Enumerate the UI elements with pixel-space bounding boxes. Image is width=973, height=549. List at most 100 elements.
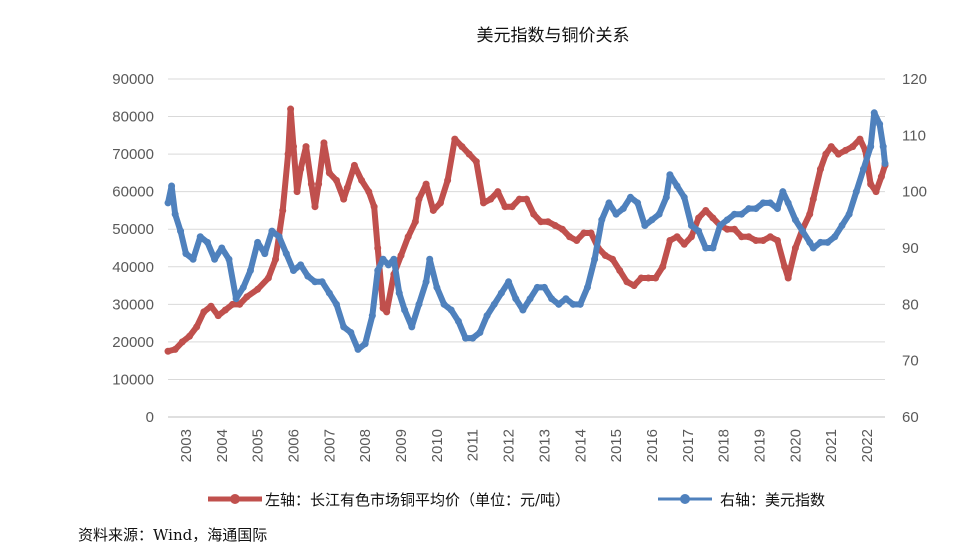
data-point bbox=[168, 182, 176, 190]
data-point bbox=[551, 221, 559, 229]
data-point bbox=[444, 176, 452, 184]
left-tick-label: 90000 bbox=[112, 71, 154, 88]
data-point bbox=[325, 169, 333, 177]
data-point bbox=[505, 278, 513, 286]
data-point bbox=[343, 184, 351, 192]
x-tick-label: 2018 bbox=[716, 429, 733, 462]
data-point bbox=[289, 267, 297, 275]
data-point bbox=[816, 238, 824, 246]
data-point bbox=[182, 250, 190, 258]
x-tick-label: 2005 bbox=[250, 429, 267, 462]
data-point bbox=[598, 216, 606, 224]
right-tick-label: 100 bbox=[902, 184, 927, 201]
grid-lines bbox=[168, 78, 885, 380]
data-point bbox=[791, 244, 799, 252]
data-point bbox=[311, 278, 319, 286]
series-line bbox=[165, 109, 888, 353]
x-tick-label: 2003 bbox=[178, 429, 195, 462]
data-point bbox=[856, 135, 864, 143]
data-point bbox=[673, 233, 681, 241]
data-point bbox=[374, 267, 382, 275]
data-point bbox=[576, 300, 584, 308]
x-tick-label: 2022 bbox=[859, 429, 876, 462]
data-point bbox=[229, 300, 237, 308]
data-point bbox=[379, 255, 387, 263]
right-axis-ticks: 60 70 80 90 100 110 120 bbox=[902, 71, 927, 426]
data-point bbox=[555, 300, 563, 308]
data-point bbox=[566, 233, 574, 241]
data-point bbox=[616, 267, 624, 275]
data-point bbox=[799, 227, 807, 235]
data-point bbox=[730, 225, 738, 233]
data-point bbox=[218, 244, 226, 252]
data-point bbox=[838, 221, 846, 229]
data-point bbox=[232, 295, 240, 303]
data-point bbox=[673, 182, 681, 190]
data-point bbox=[779, 188, 787, 196]
right-tick-label: 120 bbox=[902, 71, 927, 88]
data-point bbox=[548, 295, 556, 303]
data-point bbox=[171, 345, 179, 353]
right-tick-label: 60 bbox=[902, 409, 919, 426]
data-point bbox=[738, 210, 746, 218]
data-point bbox=[462, 334, 470, 342]
left-tick-label: 0 bbox=[146, 409, 154, 426]
data-point bbox=[440, 300, 448, 308]
data-point bbox=[612, 210, 620, 218]
data-point bbox=[164, 347, 172, 355]
data-point bbox=[469, 334, 477, 342]
left-tick-label: 10000 bbox=[112, 371, 154, 388]
data-point bbox=[709, 244, 717, 252]
data-point bbox=[415, 300, 423, 308]
data-point bbox=[558, 225, 566, 233]
data-point bbox=[879, 143, 887, 151]
data-point bbox=[666, 236, 674, 244]
data-point bbox=[476, 329, 484, 336]
data-point bbox=[272, 255, 280, 263]
data-point bbox=[723, 225, 731, 233]
data-point bbox=[512, 295, 520, 303]
data-point bbox=[508, 203, 516, 211]
data-point bbox=[781, 263, 789, 271]
data-point bbox=[859, 165, 867, 173]
data-point bbox=[784, 199, 792, 207]
data-point bbox=[623, 278, 631, 286]
data-point bbox=[411, 218, 419, 226]
data-point bbox=[680, 240, 688, 248]
data-point bbox=[752, 205, 760, 213]
data-point bbox=[816, 165, 824, 173]
right-tick-label: 80 bbox=[902, 296, 919, 313]
data-point bbox=[422, 180, 430, 188]
data-point bbox=[609, 255, 617, 263]
data-point bbox=[695, 227, 703, 235]
data-point bbox=[404, 233, 412, 241]
data-point bbox=[641, 221, 649, 229]
data-point bbox=[784, 274, 792, 282]
data-point bbox=[490, 300, 498, 308]
data-point bbox=[822, 150, 830, 158]
data-point bbox=[680, 193, 688, 201]
data-point bbox=[325, 289, 333, 297]
data-point bbox=[436, 199, 444, 207]
data-point bbox=[384, 261, 392, 269]
left-axis-ticks: 0 10000 20000 30000 40000 50000 60000 70000 8000… bbox=[112, 71, 154, 426]
series-copper-price bbox=[164, 105, 889, 355]
data-point bbox=[254, 238, 262, 246]
data-point bbox=[723, 216, 731, 224]
data-point bbox=[315, 180, 323, 188]
data-point bbox=[164, 199, 172, 207]
data-point bbox=[311, 203, 319, 211]
x-tick-label: 2021 bbox=[823, 429, 840, 462]
data-point bbox=[515, 195, 523, 203]
data-point bbox=[189, 255, 197, 263]
legend-swatch-dollar-marker bbox=[680, 494, 690, 504]
data-point bbox=[773, 205, 781, 213]
data-point bbox=[178, 338, 186, 346]
x-tick-label: 2016 bbox=[644, 429, 661, 462]
data-point bbox=[852, 188, 860, 196]
data-point bbox=[221, 306, 229, 314]
data-point bbox=[687, 233, 695, 241]
data-point bbox=[738, 233, 746, 241]
data-point bbox=[193, 323, 201, 331]
left-tick-label: 70000 bbox=[112, 146, 154, 163]
